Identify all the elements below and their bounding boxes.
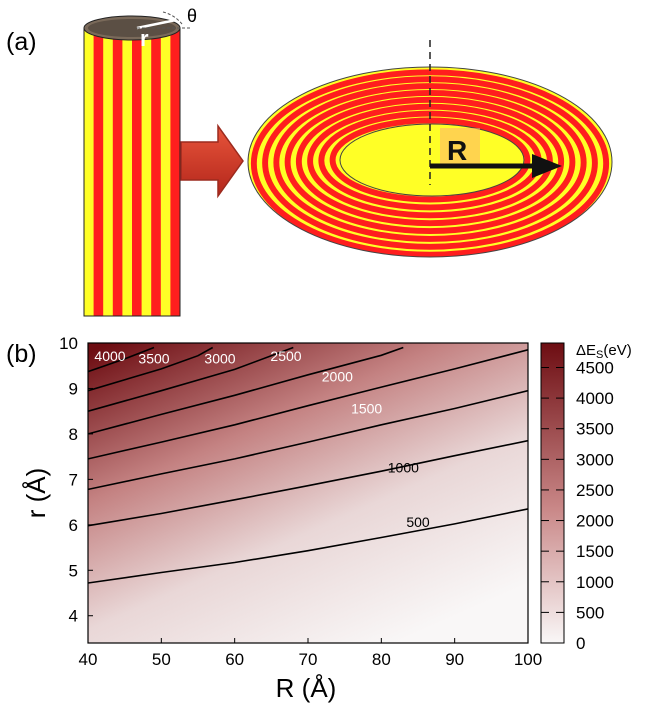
torus-stripe	[295, 96, 565, 227]
colorbar-title: ΔES(eV)	[576, 342, 632, 361]
colorbar-tick-label: 2000	[576, 512, 614, 531]
cylinder-radius-line	[136, 18, 177, 30]
torus-stripe	[329, 117, 531, 203]
contour-label-4000: 4000	[94, 348, 125, 364]
cylinder-stripe	[132, 28, 143, 316]
contour-labels: 500 1000 1500 2000 2500 3000 3500 4000	[94, 348, 429, 530]
transform-arrow	[180, 123, 244, 199]
contour-label-1500: 1500	[351, 400, 382, 416]
x-tick-label: 90	[445, 650, 464, 669]
y-tick-label: 7	[69, 470, 78, 489]
y-tick-label: 9	[69, 379, 78, 398]
contour-label-500: 500	[406, 514, 430, 530]
colorbar-tick-label: 3000	[576, 450, 614, 469]
contour-line-3500	[88, 346, 214, 392]
y-tick-label: 10	[59, 334, 78, 353]
cylinder-stripe	[112, 28, 123, 316]
torus: R	[247, 40, 613, 258]
cylinder-stripe	[141, 28, 152, 316]
panel-b-label: (b)	[6, 340, 37, 368]
cylinder-stripe	[170, 28, 180, 316]
torus-stripe	[273, 83, 587, 242]
contour-line-1500	[88, 389, 528, 491]
heatmap-field	[88, 343, 528, 643]
cylinder-stripe	[160, 28, 171, 316]
x-tick-label: 80	[372, 650, 391, 669]
cylinder-stripe	[103, 28, 114, 316]
cylinder-r-label: r	[140, 26, 149, 51]
colorbar-tick-label: 2500	[576, 481, 614, 500]
colorbar-tick-label: 4500	[576, 358, 614, 377]
colorbar-gradient	[540, 342, 565, 644]
contour-line-2000	[88, 349, 528, 460]
cylinder-stripe	[122, 28, 133, 316]
y-tick-label: 5	[69, 561, 78, 580]
contour-label-3000: 3000	[204, 350, 235, 366]
contour-label-2000: 2000	[322, 369, 353, 385]
cylinder: r θ	[83, 6, 197, 317]
cylinder-stripe	[84, 28, 95, 316]
x-tick-label: 40	[79, 650, 98, 669]
cylinder-theta-label: θ	[187, 6, 197, 26]
colorbar-ticks: 0 500 1000 1500 2000 2500 3000 3500 4000 4500	[541, 358, 614, 653]
x-tick-label: 50	[152, 650, 171, 669]
colorbar-tick-label: 1500	[576, 542, 614, 561]
colorbar-tick-label: 1000	[576, 573, 614, 592]
x-tick-label: 70	[299, 650, 318, 669]
contour-label-2500: 2500	[270, 348, 301, 364]
y-tick-label: 8	[69, 425, 78, 444]
cylinder-stripes	[84, 28, 180, 316]
x-axis-label: R (Å)	[276, 673, 337, 703]
contour-line-500	[88, 508, 528, 584]
panel-a-label: (a)	[6, 28, 37, 56]
torus-R-label: R	[447, 135, 467, 166]
x-axis-ticks: 40 50 60 70 80 90 100	[79, 638, 542, 669]
colorbar: 0 500 1000 1500 2000 2500 3000 3500 4000 4500 ΔES…	[540, 342, 632, 653]
angle-arc	[162, 11, 183, 25]
torus-stripe	[250, 69, 610, 257]
x-tick-label: 60	[225, 650, 244, 669]
y-axis-label: r (Å)	[21, 468, 51, 519]
contour-lines	[88, 346, 528, 584]
torus-radius-arrowhead	[532, 154, 562, 178]
r-highlight	[440, 128, 480, 166]
cylinder-stripe	[93, 28, 104, 316]
torus-inner-edge	[339, 123, 525, 197]
heatmap-plot: 500 1000 1500 2000 2500 3000 3500 4000 40 50 60 70…	[21, 334, 542, 703]
contour-line-4000	[88, 346, 155, 373]
y-tick-label: 6	[69, 516, 78, 535]
y-tick-label: 4	[69, 607, 78, 626]
colorbar-tick-label: 3500	[576, 420, 614, 439]
colorbar-tick-label: 0	[576, 634, 585, 653]
colorbar-tick-label: 4000	[576, 389, 614, 408]
contour-line-3000	[88, 346, 294, 412]
y-axis-ticks: 4 5 6 7 8 9 10	[59, 334, 93, 626]
contour-line-2500	[88, 346, 404, 435]
cylinder-stripe	[151, 28, 162, 316]
contour-label-3500: 3500	[138, 350, 169, 366]
contour-line-1000	[88, 439, 528, 527]
contour-label-1000: 1000	[388, 460, 419, 476]
x-tick-label: 100	[514, 650, 542, 669]
colorbar-tick-label: 500	[576, 603, 604, 622]
